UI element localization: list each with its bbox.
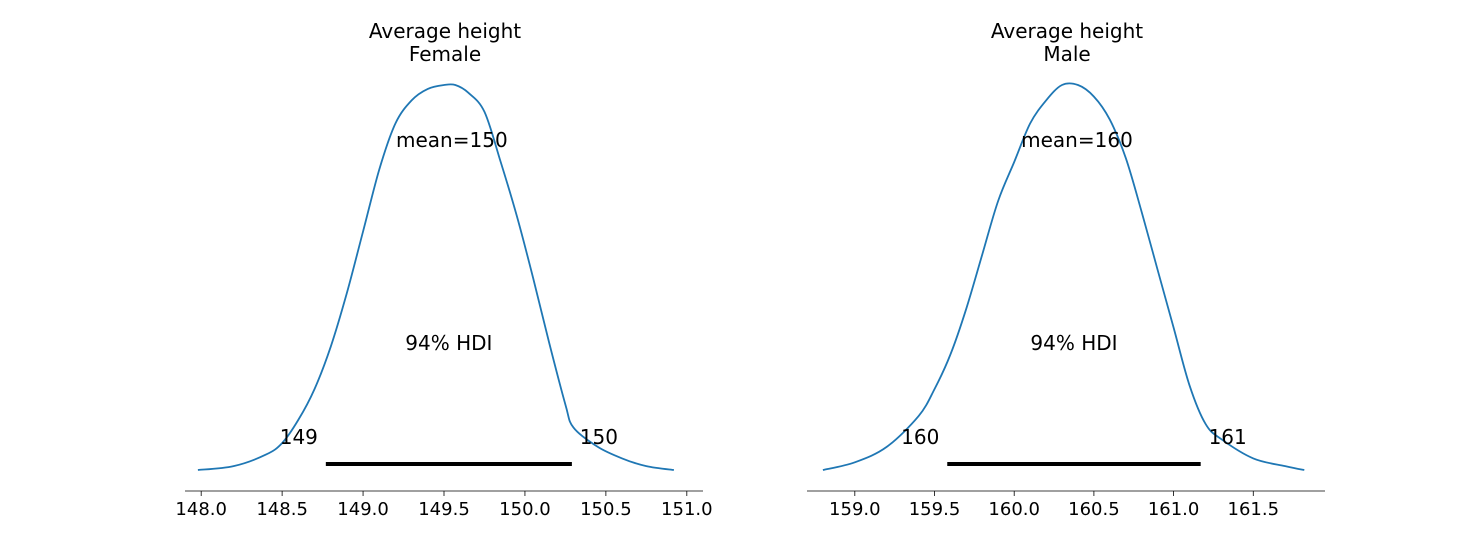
density-curve bbox=[197, 83, 675, 471]
hdi-high-label: 161 bbox=[1209, 425, 1247, 449]
x-tick-label: 150.0 bbox=[499, 499, 551, 520]
x-tick-label: 160.0 bbox=[988, 499, 1040, 520]
x-tick-label: 149.0 bbox=[337, 499, 389, 520]
x-tick-label: 148.5 bbox=[256, 499, 308, 520]
chart-title-line: Average height bbox=[369, 19, 521, 43]
mean-label: mean=160 bbox=[1021, 128, 1133, 152]
x-tick-label: 161.5 bbox=[1228, 499, 1280, 520]
x-tick-label: 151.0 bbox=[661, 499, 713, 520]
density-curve bbox=[822, 82, 1305, 471]
hdi-low-label: 160 bbox=[901, 425, 939, 449]
hdi-label: 94% HDI bbox=[405, 331, 492, 355]
x-tick-label: 159.5 bbox=[909, 499, 961, 520]
x-tick-label: 150.5 bbox=[580, 499, 632, 520]
x-tick-label: 161.0 bbox=[1148, 499, 1200, 520]
chart-title-line: Female bbox=[409, 42, 481, 66]
hdi-high-label: 150 bbox=[580, 425, 618, 449]
x-tick-label: 148.0 bbox=[175, 499, 227, 520]
x-tick-label: 149.5 bbox=[418, 499, 470, 520]
chart-title-line: Male bbox=[1043, 42, 1090, 66]
x-tick-label: 159.0 bbox=[829, 499, 881, 520]
mean-label: mean=150 bbox=[396, 128, 508, 152]
x-tick-label: 160.5 bbox=[1068, 499, 1120, 520]
hdi-label: 94% HDI bbox=[1030, 331, 1117, 355]
chart-title-line: Average height bbox=[991, 19, 1143, 43]
hdi-low-label: 149 bbox=[280, 425, 318, 449]
